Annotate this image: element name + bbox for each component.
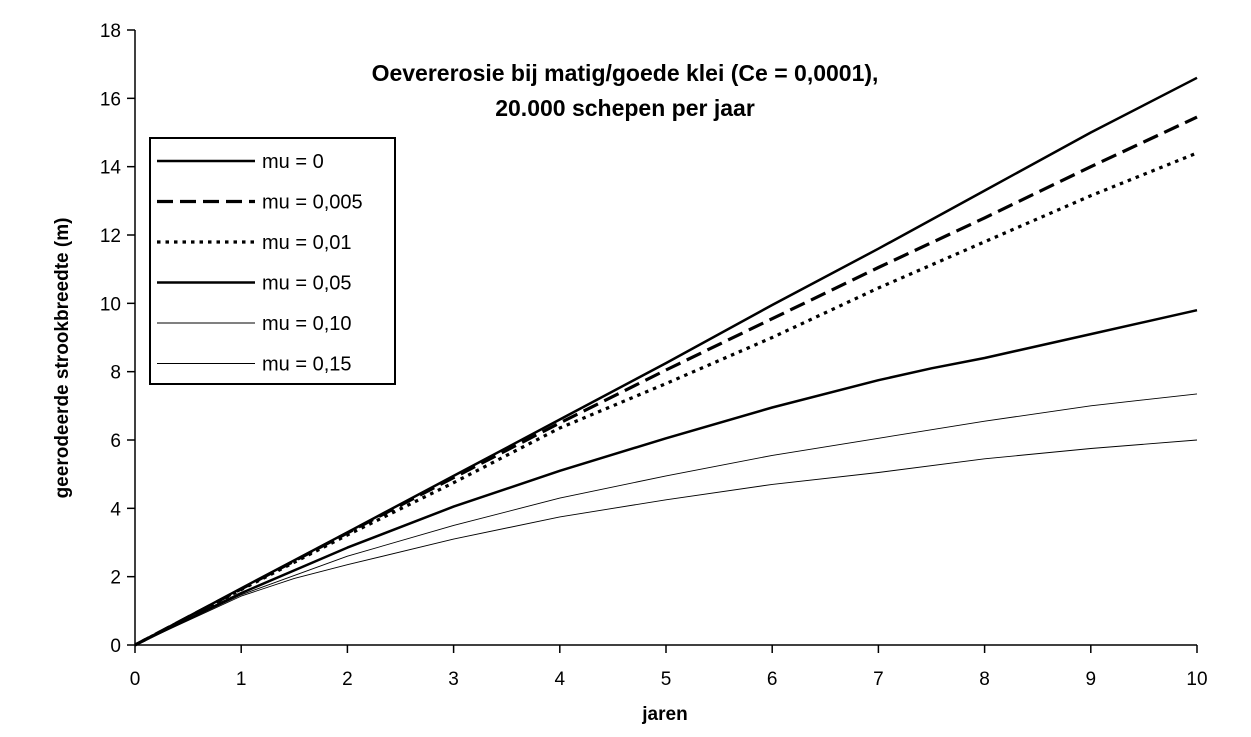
series-line-4 [134,393,1198,646]
legend-box [149,137,396,385]
x-tick-label: 6 [767,669,778,690]
series-line-1 [134,115,1198,647]
legend-label-4: mu = 0,10 [262,313,352,335]
x-tick-label: 1 [236,669,247,690]
y-tick-label: 6 [110,431,121,452]
series-line-3 [134,308,1198,647]
series-line-5 [134,439,1198,646]
y-tick-label: 4 [110,499,121,520]
legend: mu = 0 mu = 0,005 mu = 0,01 mu = 0,05 mu = 0… [149,137,396,385]
series-line-0 [134,76,1198,647]
y-tick-label: 16 [100,89,121,110]
y-tick-label: 8 [110,363,121,384]
x-tick-label: 4 [555,669,566,690]
legend-label-3: mu = 0,05 [262,273,352,295]
x-tick-label: 2 [342,669,353,690]
x-tick-label: 7 [873,669,884,690]
x-tick-label: 8 [979,669,990,690]
legend-label-0: mu = 0 [262,151,324,173]
legend-label-2: mu = 0,01 [262,232,352,254]
legend-label-5: mu = 0,15 [262,354,352,376]
plot-lines [134,76,1198,647]
y-tick-label: 12 [100,226,121,247]
x-tick-label: 10 [1186,669,1207,690]
y-tick-label: 18 [100,21,121,42]
chart-title-line-2: 20.000 schepen per jaar [495,95,755,121]
y-tick-label: 2 [110,568,121,589]
y-tick-label: 0 [110,636,121,657]
y-tick-label: 14 [100,158,122,179]
x-tick-label: 3 [448,669,459,690]
x-tick-label: 5 [661,669,672,690]
chart-title: Oevererosie bij matig/goede klei (Ce = 0… [372,60,879,121]
series-line-2 [134,151,1198,647]
x-axis-title: jaren [641,704,687,725]
y-axis-title: geerodeerde strookbreedte (m) [52,218,73,499]
legend-label-1: mu = 0,005 [262,192,363,214]
x-tick-label: 0 [130,669,141,690]
x-tick-label: 9 [1086,669,1097,690]
y-tick-label: 10 [100,294,121,315]
chart-title-line-1: Oevererosie bij matig/goede klei (Ce = 0… [372,60,879,86]
